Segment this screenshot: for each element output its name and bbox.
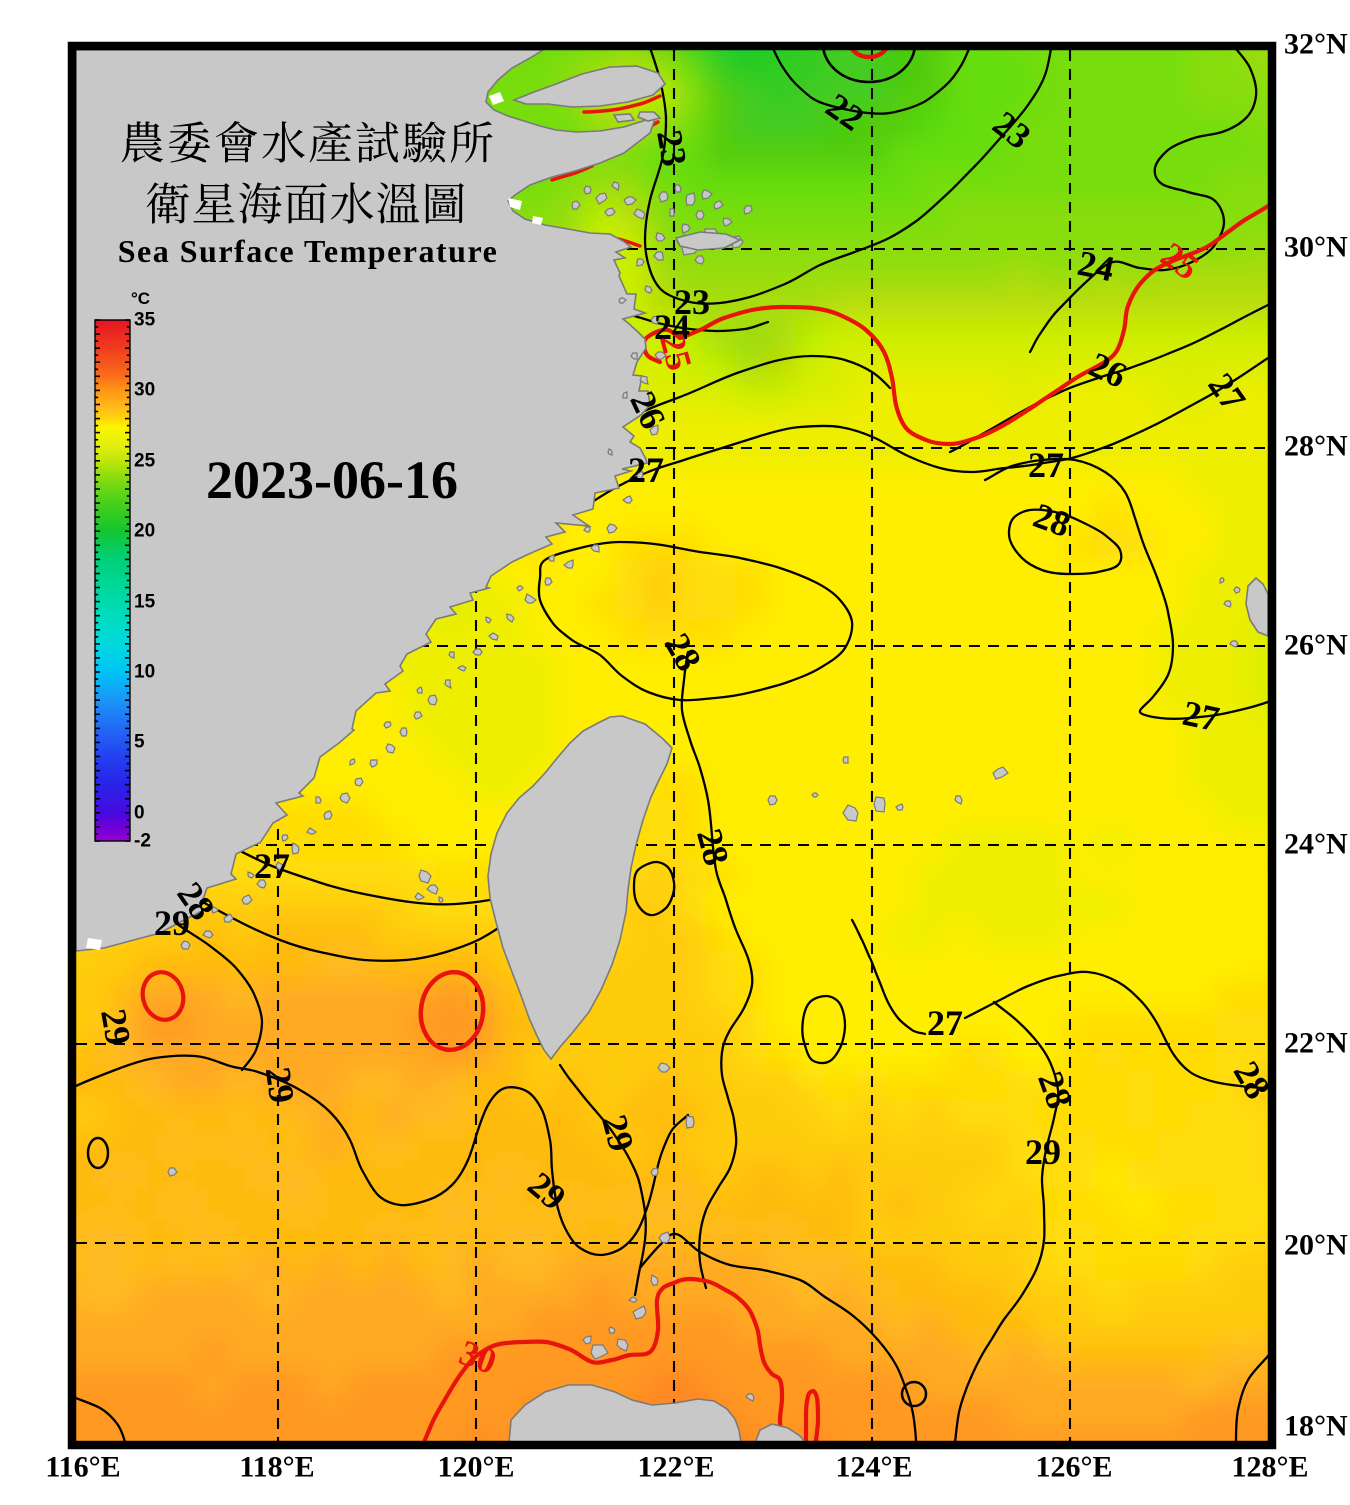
svg-text:27: 27 bbox=[927, 1003, 963, 1043]
svg-text:30°N: 30°N bbox=[1284, 231, 1348, 264]
svg-text:Sea Surface Temperature: Sea Surface Temperature bbox=[118, 233, 499, 269]
svg-text:0: 0 bbox=[134, 803, 145, 824]
svg-text:32°N: 32°N bbox=[1284, 28, 1348, 61]
svg-text:128°E: 128°E bbox=[1231, 1451, 1308, 1484]
svg-text:26°N: 26°N bbox=[1284, 629, 1348, 662]
svg-text:29: 29 bbox=[258, 1064, 303, 1105]
svg-text:116°E: 116°E bbox=[45, 1451, 120, 1484]
svg-text:122°E: 122°E bbox=[637, 1451, 714, 1484]
svg-text:10: 10 bbox=[134, 662, 155, 683]
svg-text:29: 29 bbox=[154, 903, 190, 943]
svg-text:35: 35 bbox=[134, 310, 156, 331]
svg-text:28°N: 28°N bbox=[1284, 430, 1348, 463]
svg-text:23: 23 bbox=[674, 282, 710, 322]
svg-text:18°N: 18°N bbox=[1284, 1410, 1348, 1443]
svg-text:20: 20 bbox=[134, 521, 155, 542]
svg-text:27: 27 bbox=[628, 450, 664, 490]
svg-text:25: 25 bbox=[134, 451, 156, 472]
svg-text:120°E: 120°E bbox=[437, 1451, 514, 1484]
svg-text:15: 15 bbox=[134, 592, 156, 613]
svg-text:124°E: 124°E bbox=[835, 1451, 912, 1484]
svg-text:118°E: 118°E bbox=[239, 1451, 314, 1484]
svg-text:29: 29 bbox=[93, 1006, 139, 1048]
svg-text:2023-06-16: 2023-06-16 bbox=[206, 450, 458, 510]
svg-text:°C: °C bbox=[131, 289, 150, 308]
svg-text:20°N: 20°N bbox=[1284, 1229, 1348, 1262]
svg-text:22°N: 22°N bbox=[1284, 1027, 1348, 1060]
svg-text:27: 27 bbox=[254, 846, 290, 886]
svg-text:23: 23 bbox=[649, 127, 695, 169]
svg-text:27: 27 bbox=[1028, 445, 1064, 485]
svg-text:24: 24 bbox=[654, 307, 690, 347]
svg-text:24: 24 bbox=[1074, 243, 1118, 290]
svg-text:5: 5 bbox=[134, 732, 145, 753]
svg-text:126°E: 126°E bbox=[1035, 1451, 1112, 1484]
svg-text:30: 30 bbox=[134, 380, 155, 401]
svg-text:24°N: 24°N bbox=[1284, 828, 1348, 861]
svg-text:29: 29 bbox=[1025, 1132, 1061, 1172]
svg-text:-2: -2 bbox=[134, 831, 151, 852]
svg-text:27: 27 bbox=[1179, 693, 1223, 740]
